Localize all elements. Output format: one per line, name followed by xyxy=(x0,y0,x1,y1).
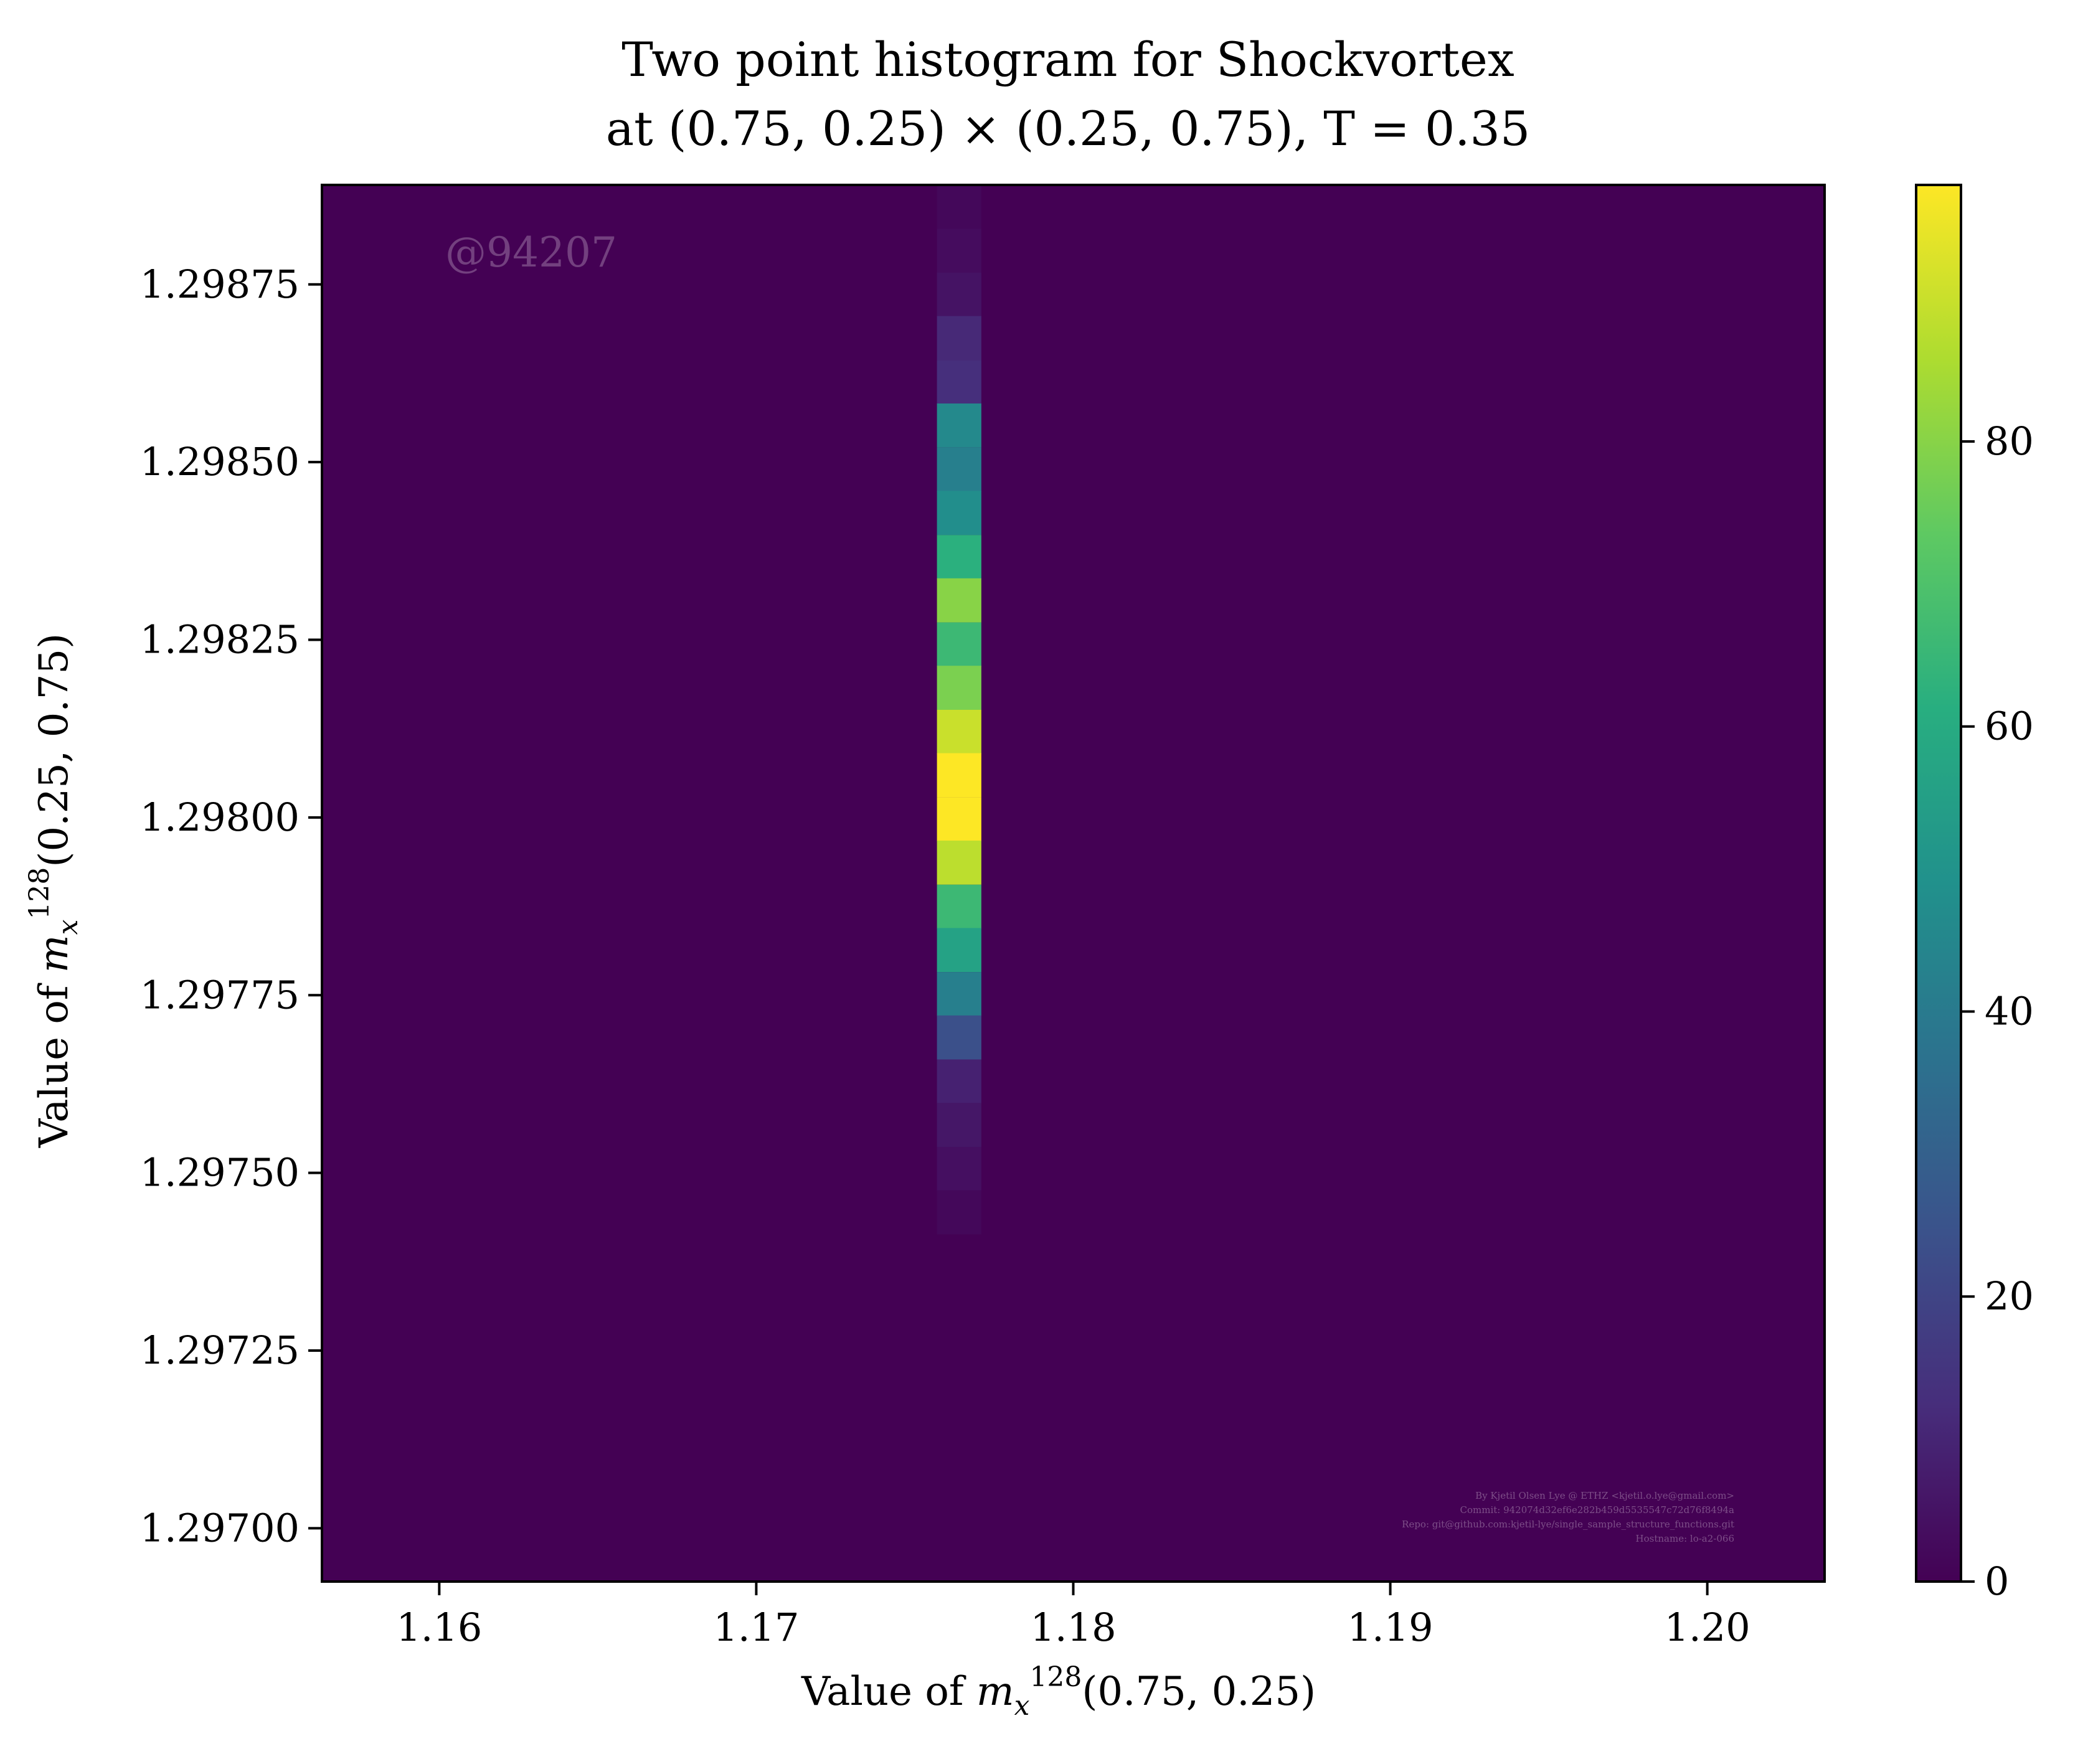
y-tick-label: 1.29775 xyxy=(140,972,300,1017)
histogram-bin xyxy=(937,666,981,710)
histogram-bin xyxy=(937,1015,981,1060)
histogram-bin xyxy=(937,709,981,754)
histogram-bin xyxy=(937,1103,981,1148)
y-tick-label: 1.29750 xyxy=(140,1150,300,1196)
x-tick-label: 1.20 xyxy=(1665,1605,1750,1650)
x-tick-label: 1.19 xyxy=(1348,1605,1434,1650)
y-tick-label: 1.29800 xyxy=(140,795,300,840)
y-axis-ticks: 1.29700 1.29725 1.29750 1.29775 1.29800 1.298… xyxy=(140,262,322,1550)
colorbar-tick-label: 80 xyxy=(1985,418,2034,464)
y-tick-label: 1.29875 xyxy=(140,262,300,307)
histogram-bin xyxy=(937,1059,981,1104)
histogram-bin xyxy=(937,928,981,973)
histogram-bin xyxy=(937,360,981,405)
plot-area: @94207 By Kjetil Olsen Lye @ ETHZ <kjeti… xyxy=(321,184,1826,1583)
plot-background xyxy=(322,185,1825,1582)
credit-line-2: Commit: 942074d32ef6e282b459d5535547c72d… xyxy=(1460,1504,1734,1516)
histogram-bin xyxy=(937,185,981,230)
histogram-bin xyxy=(937,622,981,667)
histogram-bin xyxy=(937,1190,981,1235)
histogram-bin xyxy=(937,447,981,492)
histogram-bin xyxy=(937,1146,981,1191)
histogram-bin xyxy=(937,841,981,885)
y-tick-label: 1.29825 xyxy=(140,617,300,663)
y-axis-label: Value of mx128(0.25, 0.75) xyxy=(24,633,84,1148)
colorbar xyxy=(1915,184,1962,1583)
histogram-bin xyxy=(937,316,981,361)
x-tick-label: 1.17 xyxy=(713,1605,799,1650)
x-axis-ticks: 1.16 1.17 1.18 1.19 1.20 xyxy=(396,1582,1750,1650)
colorbar-tick-label: 20 xyxy=(1985,1273,2034,1319)
y-tick-label: 1.29850 xyxy=(140,439,300,484)
histogram-bin xyxy=(937,403,981,448)
colorbar-tick-label: 40 xyxy=(1985,988,2034,1034)
x-tick-label: 1.16 xyxy=(396,1605,482,1650)
watermark-text: @94207 xyxy=(445,229,617,276)
y-tick-label: 1.29700 xyxy=(140,1505,300,1550)
colorbar-ticks: 0 20 40 60 80 xyxy=(1961,418,2034,1604)
histogram-bin xyxy=(937,972,981,1016)
histogram-bin xyxy=(937,272,981,317)
x-tick-label: 1.18 xyxy=(1030,1605,1116,1650)
credits-block: By Kjetil Olsen Lye @ ETHZ <kjetil.o.lye… xyxy=(1402,1490,1734,1544)
histogram-bin xyxy=(937,229,981,273)
colorbar-tick-label: 60 xyxy=(1985,704,2034,749)
histogram-bin xyxy=(937,753,981,798)
histogram-bin xyxy=(937,491,981,535)
histogram-bin xyxy=(937,535,981,579)
credit-line-3: Repo: git@github.com:kjetil-lye/single_s… xyxy=(1402,1519,1734,1530)
histogram-bins xyxy=(937,185,981,1235)
colorbar-tick-label: 0 xyxy=(1985,1559,2009,1604)
x-axis-label: Value of mx128(0.75, 0.25) xyxy=(801,1661,1316,1722)
chart-title-line-1: Two point histogram for Shockvortex xyxy=(621,32,1514,87)
credit-line-1: By Kjetil Olsen Lye @ ETHZ <kjetil.o.lye… xyxy=(1475,1490,1734,1501)
histogram-bin xyxy=(937,797,981,842)
y-tick-label: 1.29725 xyxy=(140,1328,300,1373)
histogram-bin xyxy=(937,578,981,623)
histogram-bin xyxy=(937,884,981,929)
credit-line-4: Hostname: lo-a2-066 xyxy=(1636,1533,1734,1544)
chart-title-line-2: at (0.75, 0.25) × (0.25, 0.75), T = 0.35 xyxy=(606,101,1530,156)
